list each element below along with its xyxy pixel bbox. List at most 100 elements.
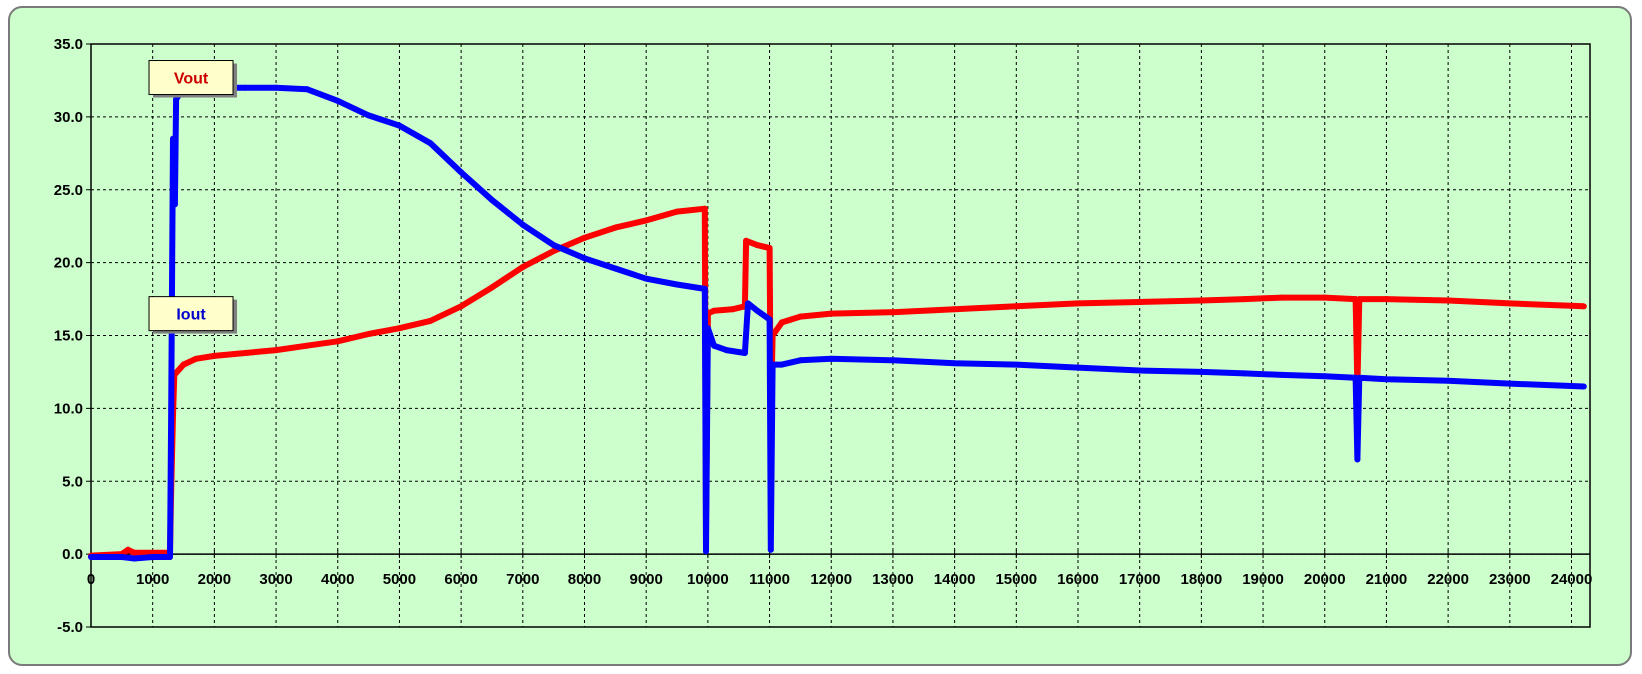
x-tick-label: 9000 <box>629 571 662 588</box>
data-point-iout <box>166 554 173 561</box>
y-tick-label: 10.0 <box>54 400 83 417</box>
data-point-vout <box>427 317 434 324</box>
data-point-vout <box>273 347 280 354</box>
data-point-vout <box>797 313 804 320</box>
data-point-iout <box>1136 367 1143 374</box>
x-tick-label: 19000 <box>1242 571 1284 588</box>
data-point-vout <box>242 349 249 356</box>
data-point-vout <box>674 208 681 215</box>
data-point-iout <box>173 96 180 103</box>
y-tick-label: 15.0 <box>54 328 83 345</box>
data-point-iout <box>754 307 761 314</box>
x-tick-label: 5000 <box>383 571 416 588</box>
data-point-iout <box>170 135 177 142</box>
data-point-vout <box>131 549 138 556</box>
y-tick-label: 5.0 <box>62 473 83 490</box>
data-point-iout <box>612 265 619 272</box>
y-tick-label: 30.0 <box>54 109 83 126</box>
data-point-iout <box>1013 361 1020 368</box>
x-tick-label: 18000 <box>1181 571 1223 588</box>
data-point-vout <box>743 237 750 244</box>
x-tick-label: 4000 <box>321 571 354 588</box>
data-point-vout <box>125 546 132 553</box>
data-point-iout <box>581 255 588 262</box>
data-point-iout <box>1580 383 1587 390</box>
data-point-iout <box>741 349 748 356</box>
data-point-iout <box>427 140 434 147</box>
data-point-iout <box>701 285 708 292</box>
data-point-vout <box>1013 303 1020 310</box>
data-point-iout <box>131 555 138 562</box>
data-point-iout <box>703 548 710 555</box>
data-point-vout <box>180 361 187 368</box>
data-point-vout <box>1356 296 1363 303</box>
x-tick-label: 23000 <box>1489 571 1531 588</box>
data-point-vout <box>1580 303 1587 310</box>
data-point-iout <box>766 316 773 323</box>
data-point-iout <box>744 300 751 307</box>
x-tick-label: 20000 <box>1304 571 1346 588</box>
y-tick-label: 35.0 <box>54 36 83 53</box>
data-point-vout <box>303 342 310 349</box>
data-point-iout <box>1241 370 1248 377</box>
data-point-iout <box>519 221 526 228</box>
x-tick-label: 7000 <box>506 571 539 588</box>
data-point-vout <box>1198 297 1205 304</box>
data-point-iout <box>1278 371 1285 378</box>
data-point-iout <box>1383 376 1390 383</box>
data-point-vout <box>711 307 718 314</box>
x-tick-label: 17000 <box>1119 571 1161 588</box>
x-tick-label: 24000 <box>1551 571 1593 588</box>
y-tick-label: 0.0 <box>62 546 83 563</box>
x-tick-label: 12000 <box>810 571 852 588</box>
annotation-layer: Vout Iout <box>148 60 238 334</box>
data-point-iout <box>723 347 730 354</box>
data-point-vout <box>581 234 588 241</box>
data-point-vout <box>1321 294 1328 301</box>
x-tick-label: 22000 <box>1427 571 1469 588</box>
data-point-vout <box>729 306 736 313</box>
data-point-iout <box>778 361 785 368</box>
data-point-vout <box>778 319 785 326</box>
data-point-iout <box>674 281 681 288</box>
data-point-vout <box>766 245 773 252</box>
data-point-vout <box>192 355 199 362</box>
data-point-iout <box>1445 377 1452 384</box>
data-point-vout <box>754 242 761 249</box>
data-point-vout <box>1241 296 1248 303</box>
annotation-box <box>148 60 234 96</box>
data-point-iout <box>242 84 249 91</box>
data-point-vout <box>365 331 372 338</box>
data-point-vout <box>334 338 341 345</box>
data-point-iout <box>1356 374 1363 381</box>
data-point-vout <box>643 217 650 224</box>
data-point-iout <box>168 405 175 412</box>
data-point-vout <box>1383 296 1390 303</box>
x-tick-label: 14000 <box>934 571 976 588</box>
data-point-vout <box>458 303 465 310</box>
x-tick-label: 3000 <box>259 571 292 588</box>
annotation-box <box>148 296 234 332</box>
data-point-iout <box>828 355 835 362</box>
x-tick-label: 21000 <box>1366 571 1408 588</box>
data-point-iout <box>171 201 178 208</box>
data-point-vout <box>951 306 958 313</box>
data-point-vout <box>550 247 557 254</box>
data-point-iout <box>951 360 958 367</box>
data-point-iout <box>458 169 465 176</box>
x-tick-label: 13000 <box>872 571 914 588</box>
data-point-iout <box>118 554 125 561</box>
data-point-iout <box>1354 456 1361 463</box>
x-tick-label: 6000 <box>444 571 477 588</box>
data-point-iout <box>303 86 310 93</box>
data-point-iout <box>767 546 774 553</box>
data-point-vout <box>828 310 835 317</box>
x-tick-label: 1000 <box>136 571 169 588</box>
annotation-label-iout: Iout <box>176 307 206 324</box>
x-tick-label: 2000 <box>198 571 231 588</box>
data-point-iout <box>711 342 718 349</box>
axis-layer: 0 1000 2000 3000 4000 5000 6000 7000 8000 9000 100… <box>54 36 1593 636</box>
x-tick-label: 0 <box>87 571 95 588</box>
data-point-iout <box>704 325 711 332</box>
data-point-vout <box>1136 298 1143 305</box>
